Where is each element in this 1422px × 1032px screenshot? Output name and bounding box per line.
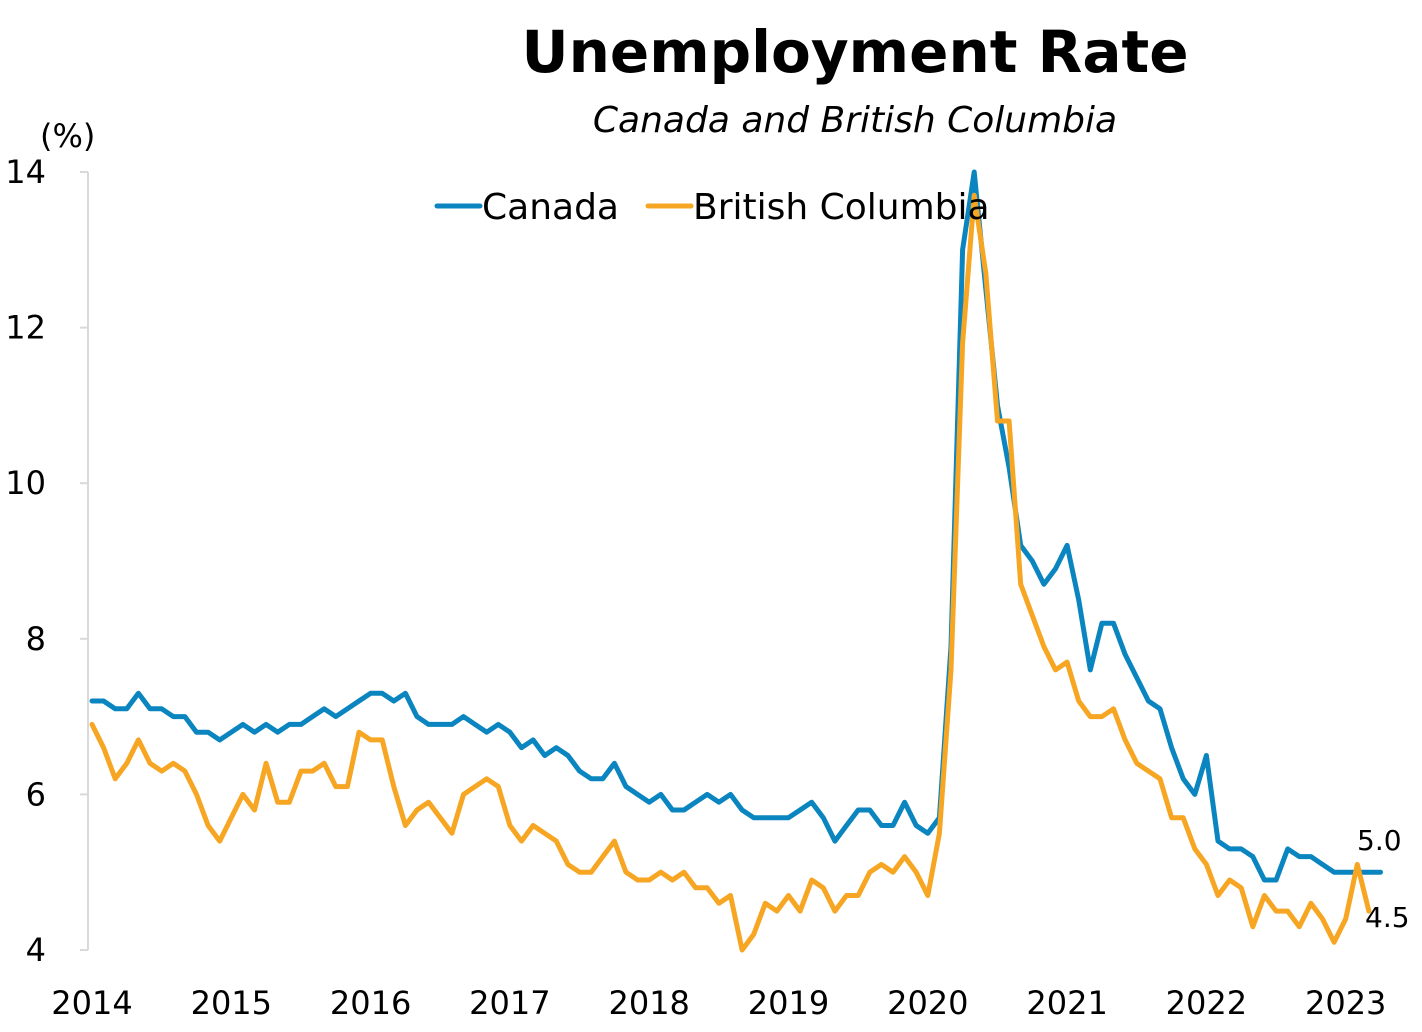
series-line-canada (92, 172, 1381, 880)
x-tick-label: 2015 (191, 984, 272, 1022)
x-tick-label: 2023 (1305, 984, 1386, 1022)
x-tick-label: 2016 (330, 984, 411, 1022)
legend-label-canada: Canada (482, 187, 619, 228)
x-tick-label: 2020 (887, 984, 968, 1022)
y-tick-label: 14 (5, 153, 46, 191)
legend-item-british-columbia: British Columbia (648, 187, 990, 228)
series-layer (92, 172, 1381, 950)
x-tick-label: 2022 (1166, 984, 1247, 1022)
x-tick-label: 2018 (608, 984, 689, 1022)
y-tick-label: 8 (26, 620, 46, 658)
x-tick-label: 2019 (748, 984, 829, 1022)
x-tick-label: 2017 (469, 984, 550, 1022)
end-label-british-columbia: 4.5 (1365, 901, 1410, 934)
legend-item-canada: Canada (437, 187, 619, 228)
y-tick-label: 6 (26, 775, 46, 813)
legend-label-british-columbia: British Columbia (693, 187, 990, 228)
y-tick-label: 10 (5, 464, 46, 502)
end-label-canada: 5.0 (1357, 824, 1402, 857)
chart-subtitle: Canada and British Columbia (593, 100, 1117, 141)
y-tick-label: 12 (5, 309, 46, 347)
chart-title: Unemployment Rate (521, 18, 1188, 86)
y-axis-ticks: 4 6 8 10 12 14 (5, 153, 88, 969)
y-tick-label: 4 (26, 931, 46, 969)
y-axis-unit-label: (%) (40, 117, 95, 155)
series-line-british-columbia (92, 195, 1369, 950)
x-tick-label: 2021 (1026, 984, 1107, 1022)
x-axis-ticks: 2014 2015 2016 2017 2018 2019 2020 2021 2022 2023 (51, 984, 1386, 1022)
x-tick-label: 2014 (51, 984, 132, 1022)
legend: Canada British Columbia (437, 187, 990, 228)
